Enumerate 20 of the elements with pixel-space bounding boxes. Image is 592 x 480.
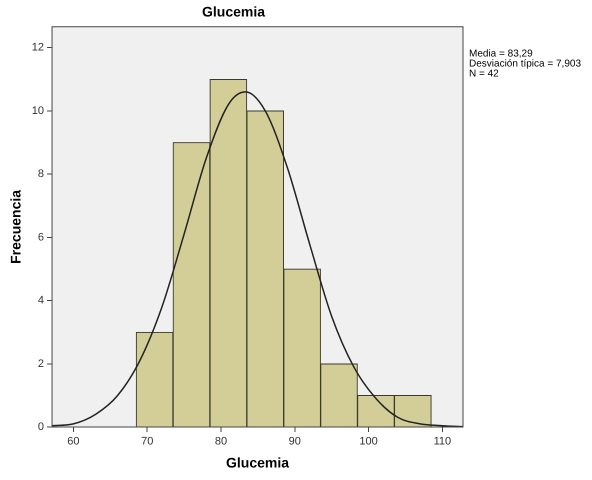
y-tick-label: 0 xyxy=(38,421,44,434)
y-tick-label: 8 xyxy=(38,168,44,180)
x-tick-label: 70 xyxy=(141,436,154,448)
y-tick-label: 10 xyxy=(32,104,44,117)
y-tick-label: 4 xyxy=(38,294,44,307)
x-tick-label: 100 xyxy=(359,436,378,448)
text: N = 42 xyxy=(469,68,500,80)
x-tick-label: 80 xyxy=(214,436,228,448)
text: Media = 83,29 xyxy=(469,48,534,60)
line-series xyxy=(52,91,463,427)
y-axis-title: Frecuencia xyxy=(7,190,24,264)
y-tick-label: 2 xyxy=(38,358,44,370)
x-tick-label: 90 xyxy=(288,436,301,448)
chart-title: Glucemia xyxy=(202,3,266,20)
x-axis-title: Glucemia xyxy=(226,454,290,470)
y-tick-label: 12 xyxy=(32,42,44,54)
x-tick-label: 60 xyxy=(67,436,80,448)
x-tick-label: 110 xyxy=(434,436,452,448)
y-tick-label: 6 xyxy=(38,231,44,244)
text: Desviación típica = 7,903 xyxy=(469,58,582,70)
